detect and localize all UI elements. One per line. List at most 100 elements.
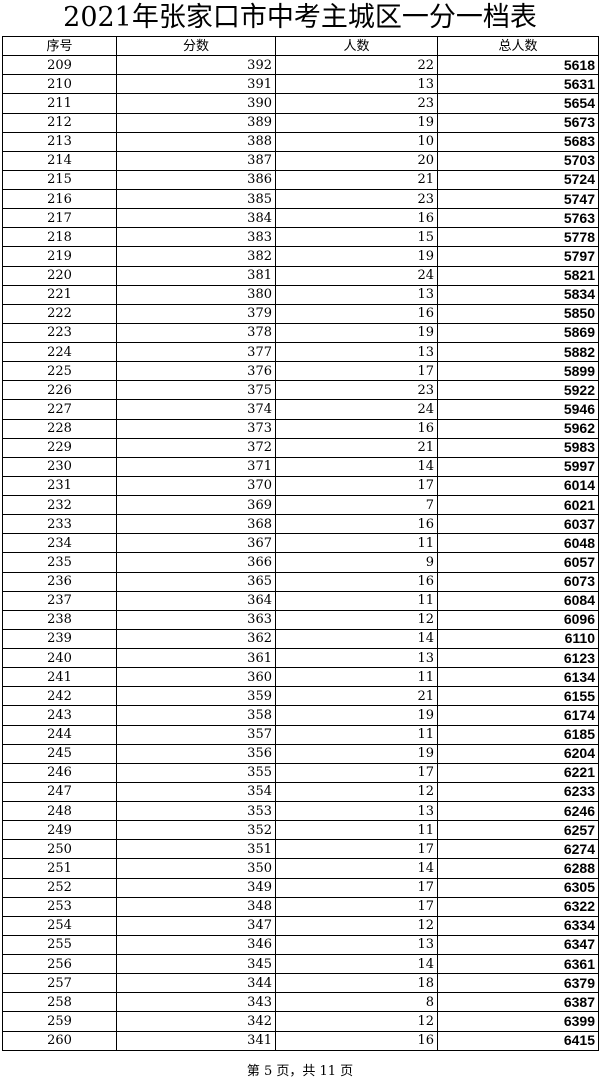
table-row: 230 371 14 5997 <box>2 456 599 477</box>
table-row: 259 342 12 6399 <box>2 1011 599 1032</box>
cell-total: 5946 <box>437 399 599 420</box>
cell-total: 6096 <box>437 609 599 630</box>
cell-index: 254 <box>2 915 117 936</box>
cell-score: 384 <box>116 208 276 229</box>
table-row: 245 356 19 6204 <box>2 743 599 764</box>
cell-count: 12 <box>275 1011 438 1032</box>
cell-total: 6204 <box>437 743 599 764</box>
cell-score: 378 <box>116 322 276 344</box>
table-row: 252 349 17 6305 <box>2 877 599 898</box>
cell-index: 247 <box>2 781 117 803</box>
cell-score: 387 <box>116 150 276 171</box>
cell-count: 16 <box>275 1030 438 1051</box>
table-row: 241 360 11 6134 <box>2 667 599 688</box>
cell-score: 371 <box>116 456 276 477</box>
table-row: 213 388 10 5683 <box>2 131 599 152</box>
table-row: 239 362 14 6110 <box>2 628 599 650</box>
cell-total: 6361 <box>437 953 599 975</box>
cell-score: 354 <box>116 781 276 803</box>
cell-index: 209 <box>2 55 117 76</box>
cell-total: 5778 <box>437 227 599 248</box>
cell-score: 366 <box>116 552 276 573</box>
cell-score: 386 <box>116 169 276 191</box>
cell-count: 17 <box>275 839 438 860</box>
cell-index: 250 <box>2 839 117 860</box>
cell-score: 373 <box>116 418 276 439</box>
cell-total: 6334 <box>437 915 599 936</box>
table-row: 232 369 7 6021 <box>2 494 599 516</box>
cell-index: 255 <box>2 934 117 956</box>
table-row: 251 350 14 6288 <box>2 858 599 879</box>
table-row: 218 383 15 5778 <box>2 227 599 248</box>
page-title: 2021年张家口市中考主城区一分一档表 <box>63 2 537 33</box>
cell-total: 5899 <box>437 361 599 382</box>
cell-total: 5673 <box>437 112 599 133</box>
cell-total: 6347 <box>437 934 599 956</box>
header-count: 人数 <box>275 35 438 57</box>
cell-total: 6073 <box>437 571 599 592</box>
cell-index: 215 <box>2 169 117 191</box>
table-row: 258 343 8 6387 <box>2 992 599 1013</box>
cell-count: 21 <box>275 686 438 707</box>
cell-index: 210 <box>2 74 117 95</box>
cell-score: 381 <box>116 265 276 286</box>
cell-total: 6221 <box>437 762 599 783</box>
cell-index: 221 <box>2 284 117 305</box>
cell-count: 17 <box>275 877 438 898</box>
cell-score: 372 <box>116 437 276 458</box>
cell-score: 370 <box>116 475 276 497</box>
table-row: 219 382 19 5797 <box>2 246 599 267</box>
cell-score: 364 <box>116 590 276 611</box>
cell-index: 217 <box>2 208 117 229</box>
cell-total: 6084 <box>437 590 599 611</box>
cell-index: 227 <box>2 399 117 420</box>
table-row: 210 391 13 5631 <box>2 74 599 95</box>
cell-count: 23 <box>275 188 438 210</box>
cell-total: 6155 <box>437 686 599 707</box>
cell-count: 17 <box>275 762 438 783</box>
cell-count: 13 <box>275 341 438 363</box>
cell-index: 212 <box>2 112 117 133</box>
table-row: 238 363 12 6096 <box>2 609 599 630</box>
cell-count: 19 <box>275 246 438 267</box>
cell-score: 349 <box>116 877 276 898</box>
cell-index: 251 <box>2 858 117 879</box>
cell-count: 13 <box>275 284 438 305</box>
cell-total: 6288 <box>437 858 599 879</box>
cell-total: 5962 <box>437 418 599 439</box>
cell-total: 6037 <box>437 514 599 535</box>
cell-total: 5821 <box>437 265 599 286</box>
cell-total: 6057 <box>437 552 599 573</box>
cell-index: 216 <box>2 188 117 210</box>
cell-total: 6185 <box>437 724 599 745</box>
table-row: 235 366 9 6057 <box>2 552 599 573</box>
cell-count: 14 <box>275 953 438 975</box>
table-row: 221 380 13 5834 <box>2 284 599 305</box>
cell-count: 8 <box>275 992 438 1013</box>
cell-total: 6387 <box>437 992 599 1013</box>
cell-score: 341 <box>116 1030 276 1051</box>
cell-count: 13 <box>275 74 438 95</box>
table-row: 249 352 11 6257 <box>2 820 599 841</box>
cell-index: 223 <box>2 322 117 344</box>
cell-index: 249 <box>2 820 117 841</box>
cell-count: 24 <box>275 265 438 286</box>
cell-total: 5703 <box>437 150 599 171</box>
table-row: 224 377 13 5882 <box>2 341 599 363</box>
cell-index: 236 <box>2 571 117 592</box>
table-row: 244 357 11 6185 <box>2 724 599 745</box>
table-row: 257 344 18 6379 <box>2 973 599 994</box>
cell-score: 352 <box>116 820 276 841</box>
cell-total: 5850 <box>437 303 599 324</box>
cell-count: 19 <box>275 705 438 726</box>
cell-count: 16 <box>275 514 438 535</box>
table-row: 211 390 23 5654 <box>2 93 599 114</box>
cell-count: 23 <box>275 93 438 114</box>
table-row: 243 358 19 6174 <box>2 705 599 726</box>
cell-count: 24 <box>275 399 438 420</box>
cell-count: 21 <box>275 169 438 191</box>
cell-count: 11 <box>275 533 438 554</box>
cell-index: 213 <box>2 131 117 152</box>
cell-score: 374 <box>116 399 276 420</box>
cell-score: 353 <box>116 800 276 822</box>
